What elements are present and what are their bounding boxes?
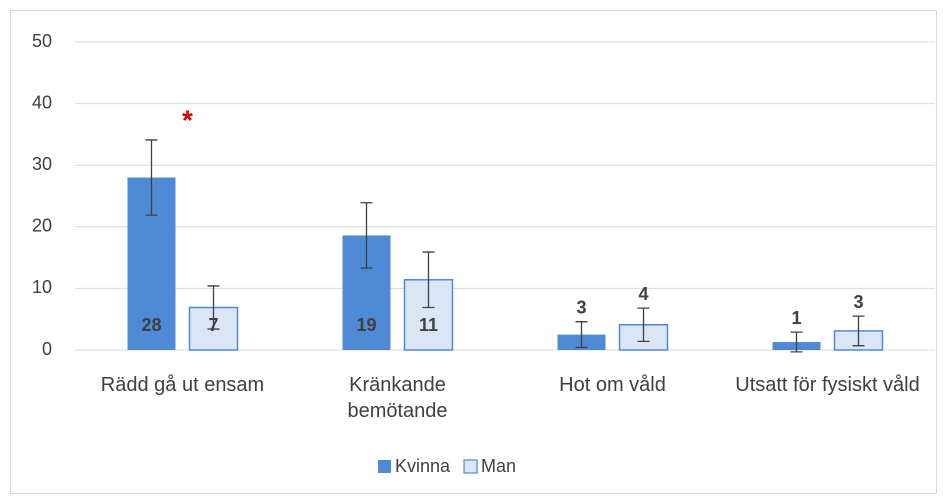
legend-label: Man xyxy=(481,456,516,476)
y-tick-label: 20 xyxy=(32,216,52,236)
value-label: 1 xyxy=(791,308,801,328)
y-tick-label: 0 xyxy=(42,339,52,359)
y-tick-label: 50 xyxy=(32,31,52,51)
error-bar xyxy=(852,315,865,347)
value-label: 7 xyxy=(208,315,218,335)
error-bar xyxy=(637,307,650,343)
legend-label: Kvinna xyxy=(395,456,451,476)
value-label: 4 xyxy=(638,284,648,304)
value-label: 11 xyxy=(419,315,438,335)
error-bar xyxy=(790,331,803,353)
value-label: 19 xyxy=(356,315,376,335)
value-label: 3 xyxy=(853,292,863,312)
y-tick-label: 30 xyxy=(32,154,52,174)
y-tick-label: 40 xyxy=(32,92,52,112)
error-bar xyxy=(207,285,220,330)
annotation: * xyxy=(182,104,193,135)
value-label: 3 xyxy=(576,297,586,317)
legend-swatch xyxy=(378,460,391,473)
y-tick-label: 10 xyxy=(32,277,52,297)
error-bar xyxy=(360,202,373,269)
x-tick-label: Kränkande bemötande xyxy=(347,374,448,422)
legend-swatch xyxy=(463,459,478,474)
error-bar xyxy=(145,139,158,216)
error-bar xyxy=(422,251,435,309)
error-bar xyxy=(575,321,588,349)
x-tick-label: Utsatt för fysiskt våld xyxy=(735,374,920,396)
value-label: 28 xyxy=(141,315,161,335)
x-tick-label: Hot om våld xyxy=(559,374,666,396)
x-tick-label: Rädd gå ut ensam xyxy=(100,374,265,396)
